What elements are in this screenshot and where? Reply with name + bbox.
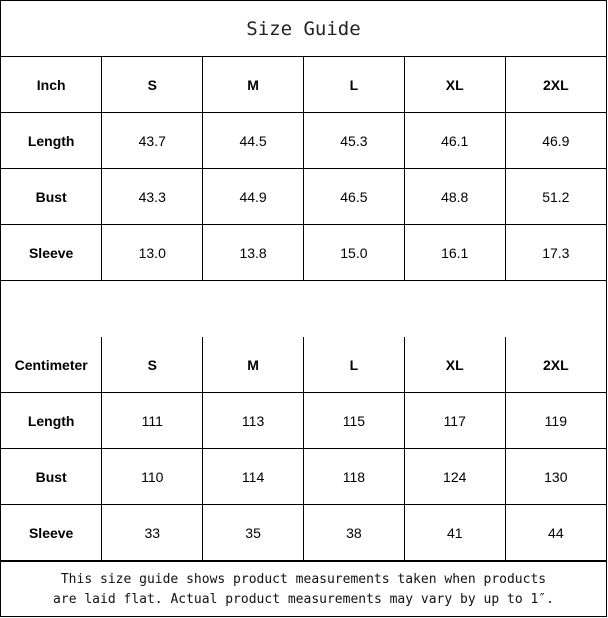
measurement-note: This size guide shows product measuremen… — [1, 561, 606, 617]
table-cell: 41 — [403, 504, 506, 561]
table-cell: 38 — [302, 504, 405, 561]
column-header: Centimeter — [1, 337, 103, 393]
table-cell: 51.2 — [504, 168, 606, 225]
column-header: 2XL — [504, 57, 606, 113]
table-cell: 46.5 — [302, 168, 405, 225]
table-cell: 44.9 — [202, 168, 304, 225]
table-row: Sleeve 13.0 13.8 15.0 16.1 17.3 — [1, 224, 606, 281]
table-cell: 111 — [101, 392, 204, 449]
table-cell: 13.0 — [101, 224, 204, 281]
column-header: S — [101, 337, 204, 393]
column-header: L — [302, 337, 405, 393]
inch-table: Inch S M L XL 2XL Length 43.7 44.5 45.3 46.1 46.9 Bu… — [1, 57, 606, 281]
table-row: Sleeve 33 35 38 41 44 — [1, 504, 606, 561]
note-line-2: are laid flat. Actual product measuremen… — [53, 591, 554, 607]
header-row: Inch S M L XL 2XL — [1, 57, 606, 113]
column-header: XL — [403, 57, 506, 113]
header-row: Centimeter S M L XL 2XL — [1, 337, 606, 393]
table-cell: 46.1 — [403, 112, 506, 169]
column-header: 2XL — [504, 337, 606, 393]
column-header: S — [101, 57, 204, 113]
table-cell: 130 — [504, 448, 606, 505]
row-label: Sleeve — [1, 224, 103, 281]
table-cell: 119 — [504, 392, 606, 449]
table-cell: 45.3 — [302, 112, 405, 169]
table-cell: 44 — [504, 504, 606, 561]
table-cell: 115 — [302, 392, 405, 449]
table-cell: 46.9 — [504, 112, 606, 169]
table-cell: 110 — [101, 448, 204, 505]
column-header: XL — [403, 337, 506, 393]
table-cell: 118 — [302, 448, 405, 505]
centimeter-table: Centimeter S M L XL 2XL Length 111 113 115 117 119 B… — [1, 337, 606, 561]
table-cell: 114 — [202, 448, 304, 505]
column-header: M — [202, 337, 304, 393]
table-row: Length 111 113 115 117 119 — [1, 392, 606, 449]
row-label: Bust — [1, 448, 103, 505]
table-cell: 35 — [202, 504, 304, 561]
table-cell: 13.8 — [202, 224, 304, 281]
column-header: L — [302, 57, 405, 113]
table-cell: 48.8 — [403, 168, 506, 225]
row-label: Length — [1, 392, 103, 449]
table-cell: 17.3 — [504, 224, 606, 281]
table-cell: 124 — [403, 448, 506, 505]
row-label: Sleeve — [1, 504, 103, 561]
row-label: Length — [1, 112, 103, 169]
page-title: Size Guide — [1, 1, 606, 57]
table-cell: 43.3 — [101, 168, 204, 225]
table-cell: 33 — [101, 504, 204, 561]
table-row: Length 43.7 44.5 45.3 46.1 46.9 — [1, 112, 606, 169]
table-row: Bust 43.3 44.9 46.5 48.8 51.2 — [1, 168, 606, 225]
table-row: Bust 110 114 118 124 130 — [1, 448, 606, 505]
table-cell: 117 — [403, 392, 506, 449]
table-cell: 16.1 — [403, 224, 506, 281]
table-spacer — [1, 281, 606, 336]
row-label: Bust — [1, 168, 103, 225]
table-cell: 44.5 — [202, 112, 304, 169]
table-cell: 15.0 — [302, 224, 405, 281]
column-header: Inch — [1, 57, 103, 113]
table-cell: 113 — [202, 392, 304, 449]
table-cell: 43.7 — [101, 112, 204, 169]
note-line-1: This size guide shows product measuremen… — [60, 571, 547, 587]
column-header: M — [202, 57, 304, 113]
